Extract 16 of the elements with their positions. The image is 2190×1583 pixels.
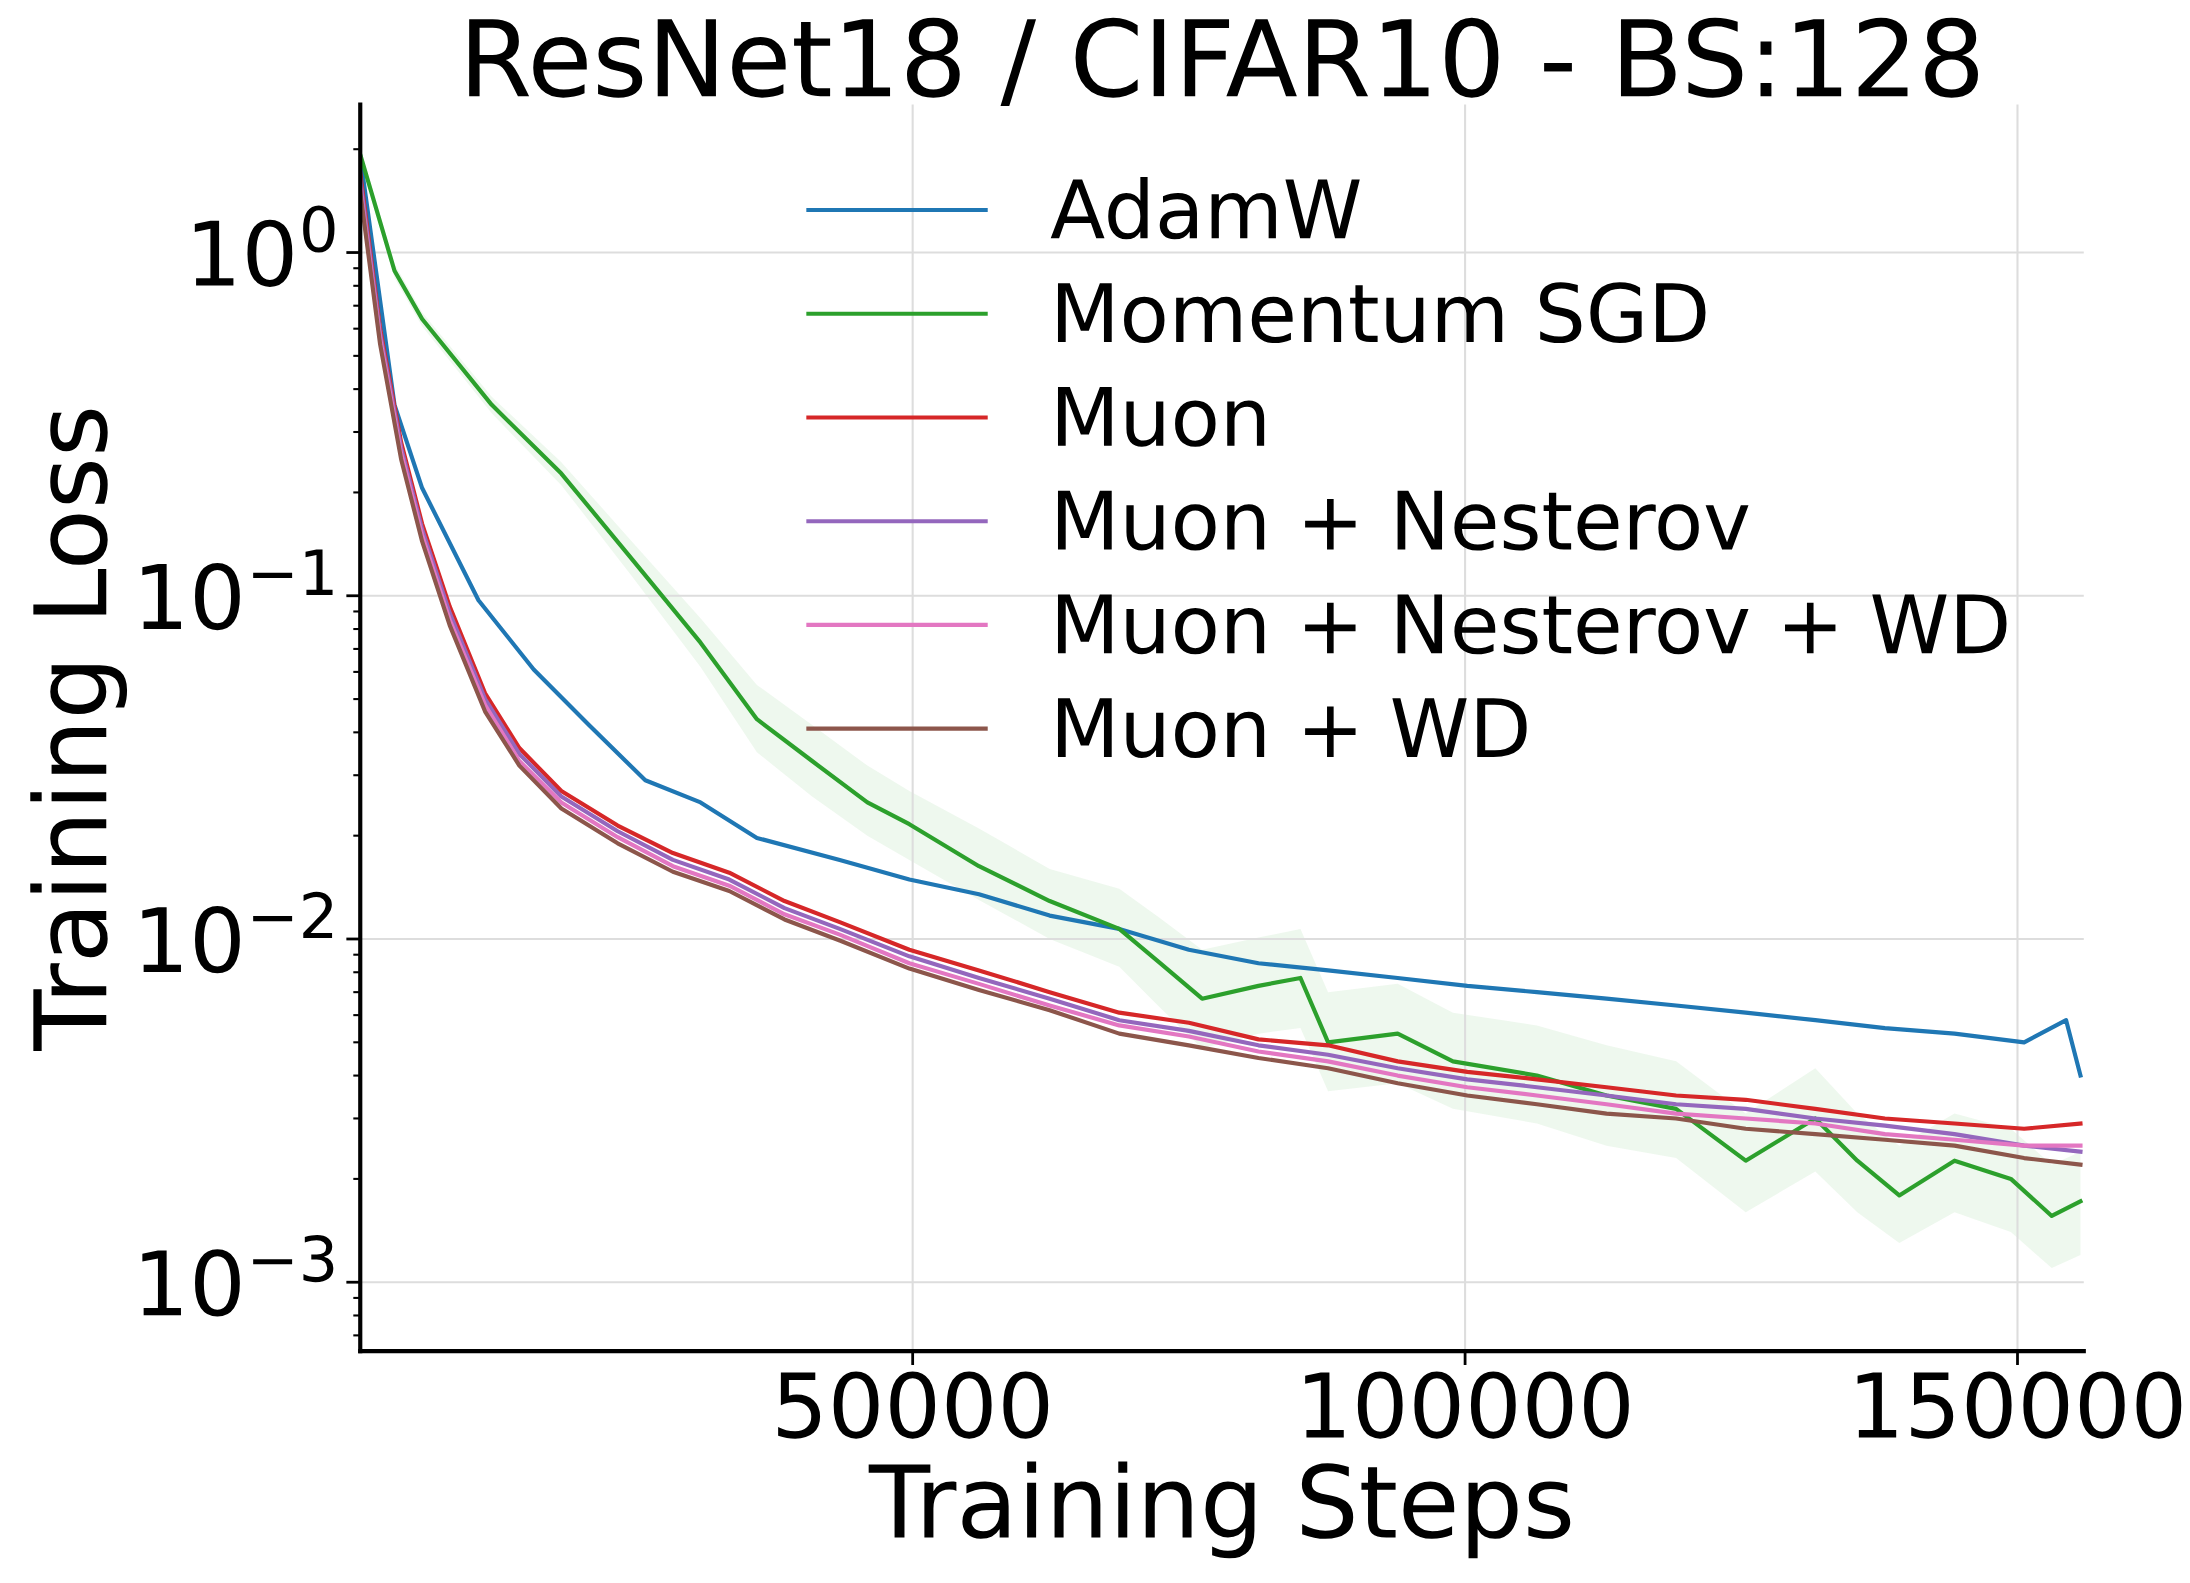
x-tick-label: 150000 [1857,1371,2182,1439]
x-axis-title: Training Steps [868,1461,1571,1559]
legend-label: Muon + WD [1057,698,1527,759]
legend-label: Muon [1057,386,1265,447]
x-tick-label: 50000 [778,1371,1049,1439]
x-tick-label: 100000 [1305,1371,1629,1439]
chart-title: ResNet18 / CIFAR10 - BS:128 [469,17,1978,106]
y-tick-label: 10$^{−2}$ [142,891,333,974]
legend-label: Muon + Nesterov + WD [1057,594,2007,655]
y-tick-label: 10$^{0}$ [194,205,335,287]
y-tick-label: 10$^{−1}$ [142,549,333,631]
legend-label: Momentum SGD [1057,282,1706,344]
legend-label: AdamW [1050,176,1360,240]
legend-label: Muon + Nesterov [1057,490,1749,551]
y-axis-title: Training Loss [30,409,128,1051]
y-tick-label: 10$^{−3}$ [142,1235,334,1317]
